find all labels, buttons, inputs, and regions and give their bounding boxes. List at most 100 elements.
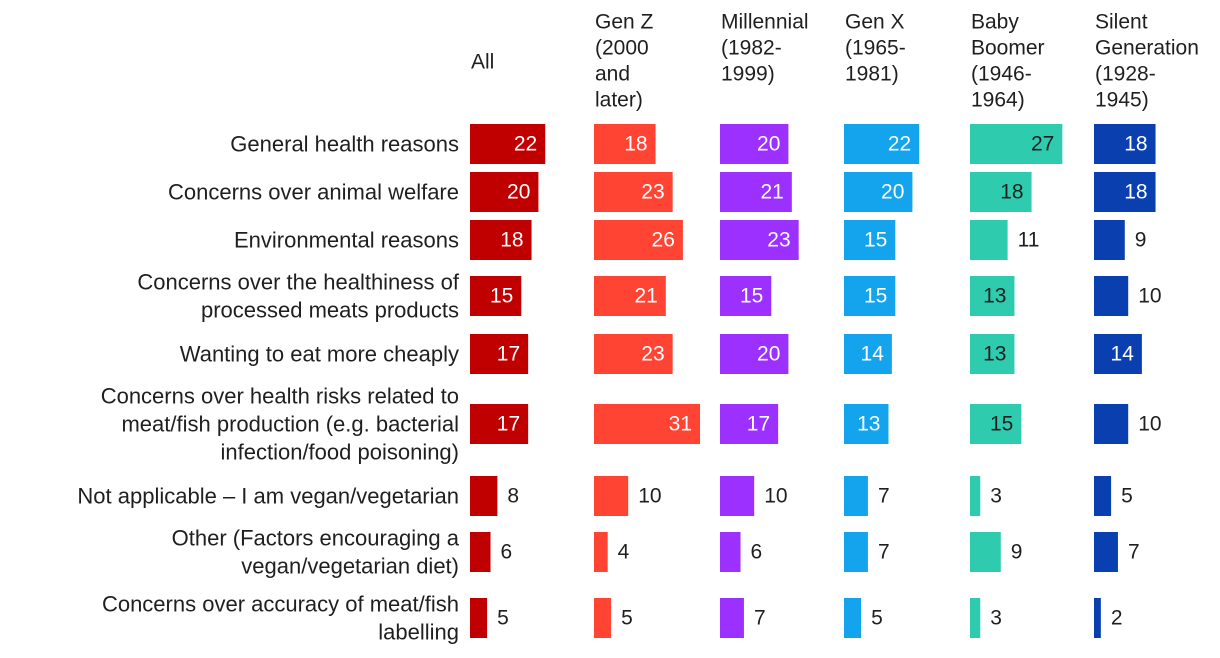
- series-header-silent: Generation: [1095, 37, 1199, 60]
- bar-silent-row-4: [1094, 276, 1129, 316]
- series-header-silent: (1928-: [1095, 63, 1156, 86]
- bar-gen-x-row-4: [844, 276, 896, 316]
- value-label-gen-x-row-2: 20: [881, 181, 904, 204]
- value-label-millennial-row-6: 17: [747, 413, 770, 436]
- series-header-gen-x: Gen X: [845, 11, 905, 34]
- value-label-gen-x-row-9: 5: [871, 607, 883, 630]
- value-label-silent-row-6: 10: [1138, 413, 1161, 436]
- value-label-gen-z-row-9: 5: [621, 607, 633, 630]
- value-label-baby-row-5: 13: [983, 343, 1006, 366]
- bar-gen-z-row-9: [594, 598, 612, 638]
- value-label-baby-row-1: 27: [1031, 133, 1054, 156]
- category-labels: General health reasons Concerns over anim…: [77, 132, 459, 645]
- category-label: infection/food poisoning): [221, 440, 460, 465]
- value-label-millennial-row-8: 6: [751, 541, 763, 564]
- value-label-all-row-1: 22: [514, 133, 537, 156]
- bar-silent-row-8: [1094, 532, 1118, 572]
- value-label-all-row-2: 20: [507, 181, 530, 204]
- bar-baby-row-5: [970, 334, 1015, 374]
- value-label-all-row-9: 5: [497, 607, 509, 630]
- bar-gen-z-row-1: [594, 124, 656, 164]
- bar-gen-x-row-7: [844, 476, 868, 516]
- series-header-silent: Silent: [1095, 11, 1148, 34]
- value-label-gen-z-row-5: 23: [641, 343, 664, 366]
- bar-gen-x-row-1: [844, 124, 920, 164]
- bar-all-row-8: [470, 532, 491, 572]
- bar-baby-row-1: [970, 124, 1063, 164]
- bar-baby-row-7: [970, 476, 981, 516]
- bar-gen-x-row-3: [844, 220, 896, 260]
- value-label-millennial-row-7: 10: [764, 485, 787, 508]
- bar-millennial-row-9: [720, 598, 744, 638]
- value-label-gen-x-row-7: 7: [878, 485, 890, 508]
- value-label-all-row-4: 15: [490, 285, 513, 308]
- bar-all-row-9: [470, 598, 488, 638]
- value-label-gen-z-row-3: 26: [652, 229, 675, 252]
- bar-baby-row-3: [970, 220, 1008, 260]
- series-header-gen-z: (2000: [595, 37, 649, 60]
- category-label: General health reasons: [230, 132, 459, 157]
- category-label: processed meats products: [201, 298, 459, 323]
- category-label: Concerns over the healthiness of: [137, 270, 460, 295]
- bar-baby-row-6: [970, 404, 1022, 444]
- bar-gen-x-row-6: [844, 404, 889, 444]
- series-header-baby: (1946-: [971, 63, 1032, 86]
- value-label-baby-row-8: 9: [1011, 541, 1023, 564]
- bar-gen-x-row-2: [844, 172, 913, 212]
- value-label-all-row-3: 18: [500, 229, 523, 252]
- bar-millennial-row-1: [720, 124, 789, 164]
- value-label-baby-row-3: 11: [1018, 229, 1040, 252]
- category-label: Concerns over health risks related to: [101, 384, 459, 409]
- bar-gen-x-row-9: [844, 598, 862, 638]
- value-label-gen-z-row-4: 21: [634, 285, 657, 308]
- value-label-millennial-row-9: 7: [754, 607, 766, 630]
- bar-all-row-7: [470, 476, 498, 516]
- value-label-gen-z-row-2: 23: [641, 181, 664, 204]
- value-label-all-row-6: 17: [497, 413, 520, 436]
- value-label-all-row-5: 17: [497, 343, 520, 366]
- value-label-millennial-row-5: 20: [757, 343, 780, 366]
- series-header-millennial: 1999): [721, 63, 775, 86]
- bar-millennial-row-3: [720, 220, 799, 260]
- bar-all-row-6: [470, 404, 529, 444]
- bar-millennial-row-6: [720, 404, 779, 444]
- series-header-millennial: (1982-: [721, 37, 782, 60]
- series-header-baby: Baby: [971, 11, 1019, 34]
- value-label-silent-row-2: 18: [1124, 181, 1147, 204]
- bar-millennial-row-7: [720, 476, 755, 516]
- value-label-silent-row-8: 7: [1128, 541, 1140, 564]
- bar-gen-z-row-7: [594, 476, 629, 516]
- category-label: Wanting to eat more cheaply: [180, 342, 459, 367]
- value-label-silent-row-7: 5: [1121, 485, 1133, 508]
- bar-millennial-row-4: [720, 276, 772, 316]
- value-label-silent-row-9: 2: [1111, 607, 1123, 630]
- category-label: Concerns over animal welfare: [168, 180, 459, 205]
- bar-gen-z-row-8: [594, 532, 608, 572]
- bar-baby-row-2: [970, 172, 1032, 212]
- value-label-gen-x-row-3: 15: [864, 229, 887, 252]
- bar-millennial-row-5: [720, 334, 789, 374]
- bar-silent-row-3: [1094, 220, 1125, 260]
- bar-silent-row-2: [1094, 172, 1156, 212]
- bar-gen-x-row-5: [844, 334, 892, 374]
- series-header-gen-z: Gen Z: [595, 11, 654, 34]
- value-label-silent-row-5: 14: [1111, 343, 1135, 366]
- bar-silent-row-6: [1094, 404, 1129, 444]
- value-label-gen-x-row-5: 14: [861, 343, 885, 366]
- bar-gen-z-row-2: [594, 172, 673, 212]
- bars: 2220181517178651823262123311045202123152…: [470, 124, 1162, 638]
- value-label-baby-row-9: 3: [990, 607, 1002, 630]
- bar-baby-row-4: [970, 276, 1015, 316]
- bar-all-row-5: [470, 334, 529, 374]
- category-label: Environmental reasons: [234, 228, 459, 253]
- category-label: Concerns over accuracy of meat/fish: [102, 592, 459, 617]
- category-label: Other (Factors encouraging a: [172, 526, 460, 551]
- bar-all-row-3: [470, 220, 532, 260]
- series-header-millennial: Millennial: [721, 11, 809, 34]
- series-header-baby: 1964): [971, 89, 1025, 112]
- bar-baby-row-8: [970, 532, 1001, 572]
- bar-millennial-row-2: [720, 172, 792, 212]
- category-label: labelling: [378, 620, 459, 645]
- series-header-gen-x: (1965-: [845, 37, 906, 60]
